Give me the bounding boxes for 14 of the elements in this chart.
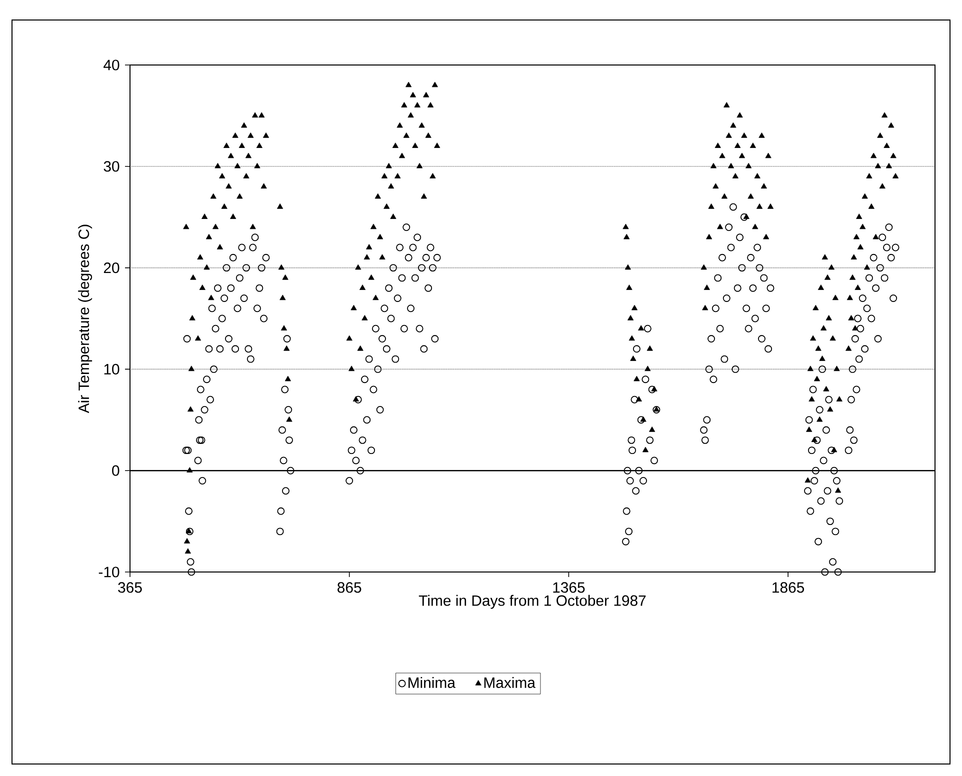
x-tick-label: 365 — [118, 582, 142, 593]
legend-label: Minima — [408, 677, 456, 688]
y-tick-label: 40 — [104, 60, 120, 70]
y-tick-label: 10 — [104, 364, 120, 374]
y-axis-title: Air Temperature (degrees C) — [78, 224, 92, 414]
x-tick-label: 1865 — [772, 582, 804, 593]
x-axis-title: Time in Days from 1 October 1987 — [418, 594, 646, 609]
legend-label: Maxima — [484, 677, 536, 688]
y-tick-label: -10 — [98, 566, 120, 578]
y-tick-label: 20 — [104, 262, 120, 274]
y-tick-label: 30 — [104, 161, 120, 172]
x-tick-label: 1365 — [553, 582, 585, 593]
x-tick-label: 865 — [338, 582, 362, 593]
y-tick-label: 0 — [112, 465, 120, 476]
